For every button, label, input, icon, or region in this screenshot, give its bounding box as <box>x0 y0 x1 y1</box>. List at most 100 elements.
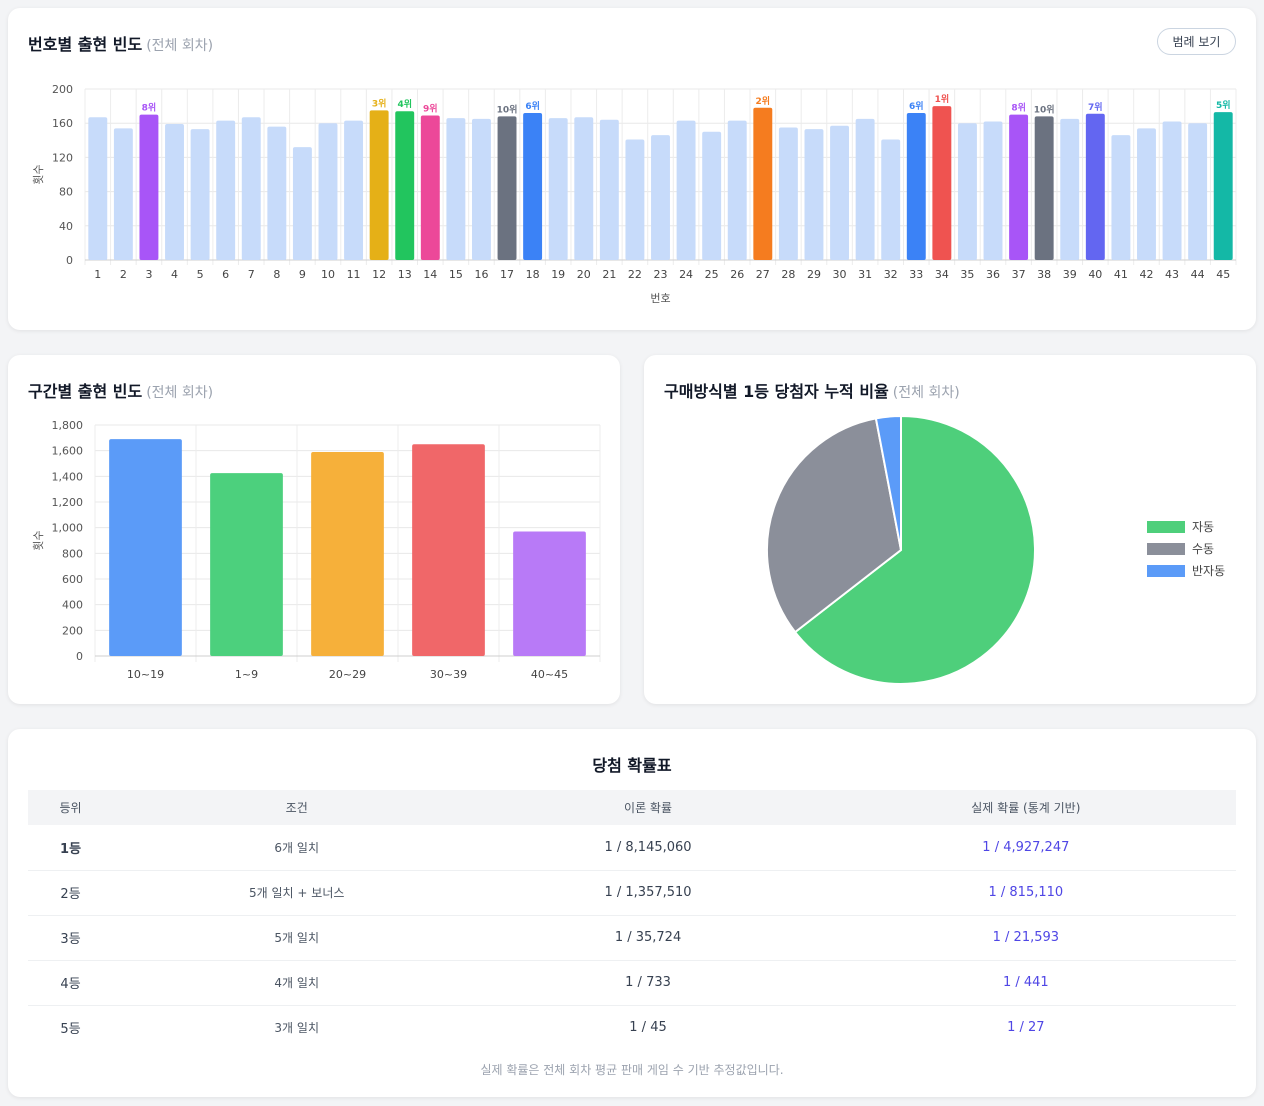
bar <box>165 124 184 261</box>
x-tick-label: 1~9 <box>235 668 258 681</box>
x-tick-label: 22 <box>628 268 642 281</box>
theory-cell: 1 / 45 <box>629 1020 667 1036</box>
data-label: 1위 <box>935 93 950 105</box>
x-tick-label: 43 <box>1165 268 1179 281</box>
data-label: 9위 <box>423 103 438 115</box>
table-header-row: 등위 조건 이론 확률 실제 확률 (통계 기반) <box>28 790 1236 825</box>
x-tick-label: 1 <box>94 268 101 281</box>
bar <box>210 473 283 656</box>
bar <box>311 451 384 656</box>
number-frequency-subtitle: (전체 회차) <box>146 38 214 54</box>
purchase-method-subtitle: (전체 회차) <box>892 385 960 401</box>
bar <box>395 111 415 260</box>
bar <box>702 131 722 260</box>
x-tick-label: 24 <box>679 268 693 281</box>
legend-label: 자동 <box>1192 520 1214 534</box>
x-tick-label: 21 <box>602 268 616 281</box>
x-tick-label: 11 <box>347 268 361 281</box>
header-theory: 이론 확률 <box>480 790 816 825</box>
x-tick-label: 29 <box>807 268 821 281</box>
x-tick-label: 34 <box>935 268 949 281</box>
bar <box>1111 135 1131 260</box>
header-real: 실제 확률 (통계 기반) <box>815 790 1236 825</box>
x-tick-label: 7 <box>248 268 255 281</box>
probability-table-card: 당첨 확률표 등위 조건 이론 확률 실제 확률 (통계 기반) 1등 6개 일… <box>8 729 1256 1097</box>
table-row: 4등 4개 일치 1 / 733 1 / 441 <box>28 960 1236 1006</box>
legend-toggle-button[interactable]: 범례 보기 <box>1157 28 1236 55</box>
bar <box>548 118 568 260</box>
x-tick-label: 10 <box>321 268 335 281</box>
y-tick-label: 600 <box>62 573 83 586</box>
y-axis-title: 횟수 <box>32 164 45 184</box>
bar <box>344 120 364 260</box>
bar <box>855 118 875 260</box>
x-tick-label: 28 <box>781 268 795 281</box>
x-tick-label: 32 <box>884 268 898 281</box>
real-cell: 1 / 815,110 <box>815 870 1236 916</box>
bar <box>1213 112 1233 261</box>
bar <box>957 123 977 260</box>
bar <box>906 112 926 260</box>
range-frequency-title: 구간별 출현 빈도 (전체 회차) <box>28 382 214 401</box>
header-condition: 조건 <box>113 790 481 825</box>
x-tick-label: 6 <box>222 268 229 281</box>
x-tick-label: 12 <box>372 268 386 281</box>
bar <box>1137 128 1156 260</box>
x-tick-label: 26 <box>730 268 744 281</box>
condition-cell: 5개 일치 <box>113 915 481 961</box>
data-label: 7위 <box>1088 101 1103 113</box>
x-tick-label: 2 <box>120 268 127 281</box>
bar <box>267 126 287 261</box>
legend-swatch <box>1147 543 1185 555</box>
bar <box>412 444 485 656</box>
x-tick-label: 20~29 <box>329 668 366 681</box>
x-tick-label: 35 <box>960 268 974 281</box>
x-tick-label: 4 <box>171 268 178 281</box>
number-frequency-title: 번호별 출현 빈도 (전체 회차) <box>28 35 214 54</box>
x-tick-label: 25 <box>705 268 719 281</box>
data-label: 10위 <box>1034 103 1055 115</box>
table-row: 5등 3개 일치 1 / 45 1 / 27 <box>28 1005 1236 1050</box>
rank-cell: 5등 <box>60 1022 81 1038</box>
x-tick-label: 39 <box>1063 268 1077 281</box>
theory-cell: 1 / 8,145,060 <box>480 825 816 871</box>
data-label: 6위 <box>525 100 540 112</box>
probability-table-title: 당첨 확률표 <box>592 756 672 775</box>
table-row: 2등 5개 일치 + 보너스 1 / 1,357,510 1 / 815,110 <box>28 870 1236 916</box>
rank-cell: 2등 <box>28 870 114 916</box>
header-rank: 등위 <box>28 790 114 825</box>
rank-cell: 3등 <box>28 915 114 961</box>
y-tick-label: 0 <box>66 254 73 267</box>
bar <box>574 117 594 260</box>
data-label: 3위 <box>372 97 387 109</box>
real-cell: 1 / 4,927,247 <box>815 825 1236 871</box>
x-axis-title: 번호 <box>650 292 670 305</box>
x-tick-label: 15 <box>449 268 463 281</box>
bar <box>881 139 901 260</box>
data-label: 8위 <box>142 102 157 114</box>
bar <box>369 110 389 260</box>
x-tick-label: 8 <box>273 268 280 281</box>
range-frequency-chart: 0 200 400 600 800 1,000 1,200 1,400 1,600 1,800 10… <box>32 419 601 681</box>
legend-label: 수동 <box>1192 542 1214 556</box>
x-tick-label: 42 <box>1139 268 1153 281</box>
bar <box>753 107 773 260</box>
y-tick-label: 1,200 <box>52 496 84 509</box>
y-tick-label: 400 <box>62 599 83 612</box>
bar <box>88 117 108 260</box>
real-cell: 1 / 441 <box>815 960 1236 1006</box>
x-tick-label: 41 <box>1114 268 1128 281</box>
data-label: 2위 <box>756 95 771 107</box>
range-frequency-card: 구간별 출현 빈도 (전체 회차) 0 200 400 600 800 1,000 1,200… <box>8 355 620 704</box>
x-tick-label: 37 <box>1012 268 1026 281</box>
table-row: 1등 6개 일치 1 / 8,145,060 1 / 4,927,247 <box>28 825 1236 871</box>
rank-cell: 4등 <box>28 960 114 1006</box>
bar <box>1162 121 1182 261</box>
y-tick-label: 800 <box>62 547 83 560</box>
bar <box>1188 123 1208 260</box>
bar <box>523 112 543 260</box>
x-tick-label: 40 <box>1088 268 1102 281</box>
x-tick-label: 9 <box>299 268 306 281</box>
bar <box>625 139 645 260</box>
y-tick-label: 0 <box>76 650 83 663</box>
